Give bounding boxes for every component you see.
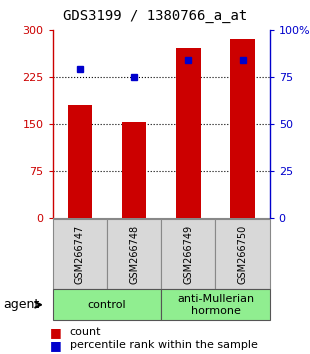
Text: GSM266748: GSM266748 <box>129 224 139 284</box>
Text: agent: agent <box>3 298 39 311</box>
Text: ■: ■ <box>50 339 62 352</box>
Text: ■: ■ <box>50 326 62 338</box>
Bar <box>122 122 146 218</box>
Bar <box>176 47 201 218</box>
Text: GSM266749: GSM266749 <box>183 224 193 284</box>
Bar <box>68 105 92 218</box>
Text: GSM266750: GSM266750 <box>237 224 248 284</box>
Text: percentile rank within the sample: percentile rank within the sample <box>70 340 258 350</box>
Text: control: control <box>88 300 126 310</box>
Text: anti-Mullerian
hormone: anti-Mullerian hormone <box>177 294 254 316</box>
Bar <box>230 39 255 218</box>
Text: count: count <box>70 327 101 337</box>
Text: GDS3199 / 1380766_a_at: GDS3199 / 1380766_a_at <box>63 9 247 23</box>
Text: GSM266747: GSM266747 <box>75 224 85 284</box>
